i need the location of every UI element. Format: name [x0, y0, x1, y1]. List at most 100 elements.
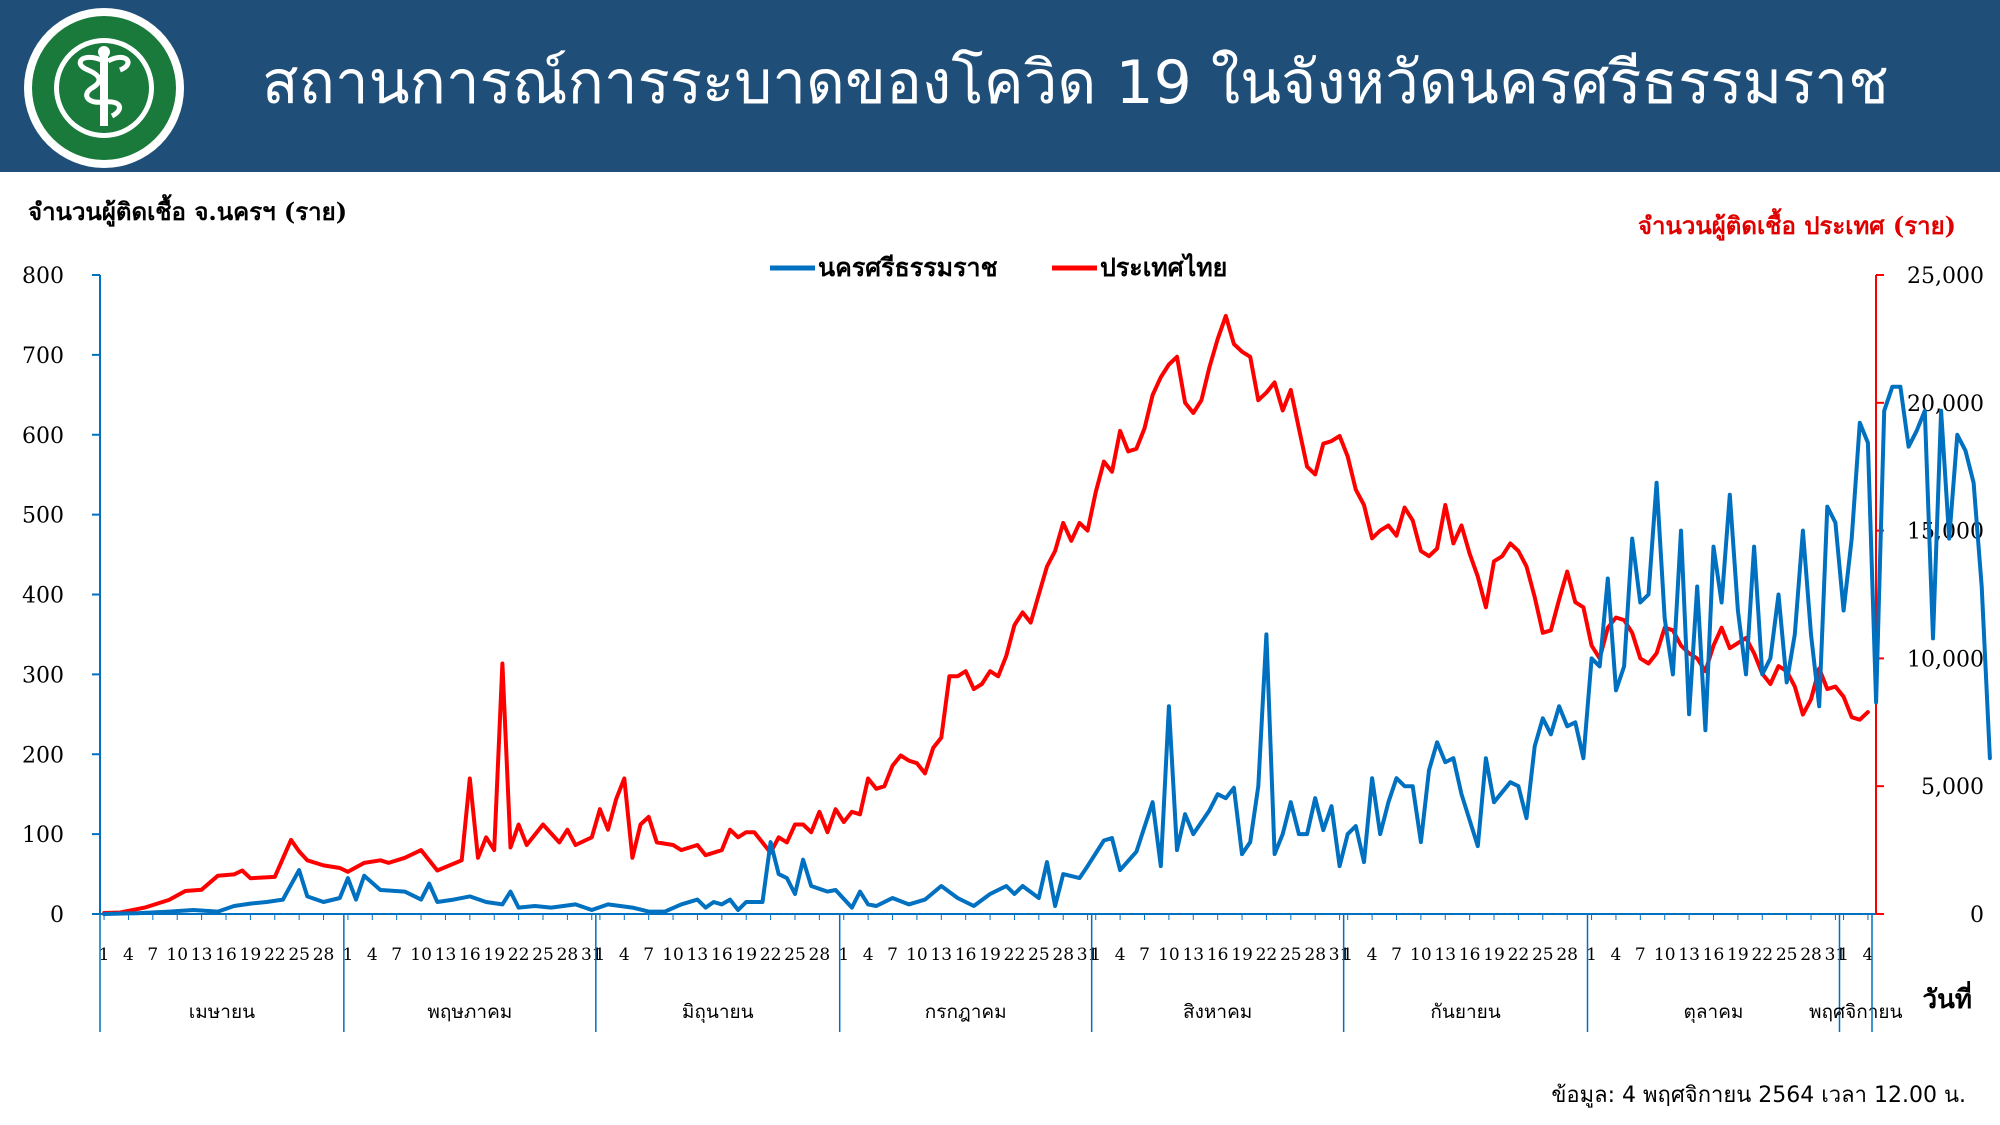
ministry-logo	[24, 8, 184, 168]
x-tick-label: 19	[979, 945, 1001, 965]
month-label: มิถุนายน	[682, 1001, 754, 1024]
x-tick-label: 16	[1459, 945, 1481, 965]
covid-line-chart: จำนวนผู้ติดเชื้อ จ.นครฯ (ราย) จำนวนผู้ติ…	[22, 193, 1992, 1108]
left-tick-label: 600	[22, 424, 64, 449]
x-tick-label: 1	[594, 945, 605, 965]
x-tick-label: 25	[1532, 945, 1554, 965]
x-tick-label: 28	[1556, 945, 1578, 965]
page-title: สถานการณ์การระบาดของโควิด 19 ในจังหวัดนค…	[262, 48, 1889, 118]
x-tick-label: 22	[1256, 945, 1278, 965]
left-tick-label: 100	[22, 823, 64, 848]
x-tick-label: 28	[1304, 945, 1326, 965]
x-tick-label: 22	[508, 945, 530, 965]
x-tick-label: 16	[459, 945, 481, 965]
x-tick-label: 7	[147, 945, 158, 965]
series-line-nakhon	[102, 384, 1992, 916]
x-tick-label: 7	[1139, 945, 1150, 965]
x-tick-label: 16	[1207, 945, 1229, 965]
x-tick-label: 31	[581, 945, 603, 965]
x-tick-label: 1	[1090, 945, 1101, 965]
x-tick-label: 28	[313, 945, 335, 965]
x-tick-label: 7	[643, 945, 654, 965]
x-tick-label: 28	[809, 945, 831, 965]
month-label: พฤษภาคม	[427, 1001, 512, 1023]
x-tick-label: 4	[1611, 945, 1622, 965]
x-tick-label: 19	[1231, 945, 1253, 965]
x-tick-label: 13	[191, 945, 213, 965]
right-tick-label: 0	[1970, 903, 1984, 928]
x-tick-label: 13	[1678, 945, 1700, 965]
x-tick-label: 1	[838, 945, 849, 965]
right-tick-label: 20,000	[1907, 392, 1984, 417]
month-label: กรกฎาคม	[925, 1001, 1007, 1023]
right-tick-label: 25,000	[1907, 264, 1984, 289]
x-tick-label: 7	[1635, 945, 1646, 965]
left-tick-label: 0	[50, 903, 64, 928]
right-axis-title: จำนวนผู้ติดเชื้อ ประเทศ (ราย)	[1638, 207, 1956, 241]
left-axis-title: จำนวนผู้ติดเชื้อ จ.นครฯ (ราย)	[28, 193, 347, 227]
x-tick-label: 25	[532, 945, 554, 965]
x-tick-label: 4	[1367, 945, 1378, 965]
x-tick-label: 19	[735, 945, 757, 965]
x-tick-label: 16	[215, 945, 237, 965]
left-tick-label: 300	[22, 663, 64, 688]
month-label: ตุลาคม	[1684, 1001, 1744, 1024]
legend-label-thailand: ประเทศไทย	[1100, 252, 1227, 282]
x-tick-label: 28	[557, 945, 579, 965]
x-tick-label: 16	[955, 945, 977, 965]
source-note: ข้อมูล: 4 พฤศจิกายน 2564 เวลา 12.00 น.	[1551, 1083, 1966, 1108]
x-tick-label: 13	[1182, 945, 1204, 965]
x-tick-label: 7	[1391, 945, 1402, 965]
x-tick-label: 4	[619, 945, 630, 965]
left-tick-label: 700	[22, 344, 64, 369]
right-tick-label: 15,000	[1907, 520, 1984, 545]
x-tick-label: 1	[99, 945, 110, 965]
x-tick-label: 31	[1077, 945, 1099, 965]
x-axis-title: วันที่	[1922, 980, 1972, 1015]
x-tick-label: 22	[1004, 945, 1026, 965]
left-tick-label: 200	[22, 743, 64, 768]
x-tick-label: 1	[1838, 945, 1849, 965]
month-label: พฤศจิกายน	[1809, 1001, 1903, 1023]
x-tick-label: 25	[784, 945, 806, 965]
x-tick-label: 19	[1727, 945, 1749, 965]
month-label: สิงหาคม	[1183, 1001, 1252, 1023]
month-label: กันยายน	[1430, 1001, 1500, 1023]
left-tick-label: 400	[22, 584, 64, 609]
header-bar: สถานการณ์การระบาดของโควิด 19 ในจังหวัดนค…	[0, 0, 2000, 172]
x-tick-label: 13	[687, 945, 709, 965]
legend-label-nakhon: นครศรีธรรมราช	[818, 253, 998, 282]
x-tick-label: 22	[1751, 945, 1773, 965]
x-tick-label: 7	[887, 945, 898, 965]
x-tick-label: 22	[264, 945, 286, 965]
x-tick-label: 4	[863, 945, 874, 965]
x-tick-label: 1	[1342, 945, 1353, 965]
x-tick-label: 1	[343, 945, 354, 965]
x-tick-label: 16	[711, 945, 733, 965]
x-tick-label: 25	[288, 945, 310, 965]
x-tick-label: 16	[1703, 945, 1725, 965]
x-tick-label: 22	[1508, 945, 1530, 965]
x-tick-label: 22	[760, 945, 782, 965]
x-tick-label: 10	[662, 945, 684, 965]
x-tick-label: 4	[1863, 945, 1874, 965]
x-tick-label: 1	[1586, 945, 1597, 965]
x-tick-label: 28	[1800, 945, 1822, 965]
x-tick-label: 7	[391, 945, 402, 965]
x-tick-label: 10	[1654, 945, 1676, 965]
x-tick-label: 10	[906, 945, 928, 965]
month-label: เมษายน	[189, 1001, 255, 1023]
x-tick-label: 13	[1434, 945, 1456, 965]
right-tick-label: 5,000	[1921, 775, 1984, 800]
x-tick-label: 13	[930, 945, 952, 965]
x-tick-label: 4	[1115, 945, 1126, 965]
x-tick-label: 10	[410, 945, 432, 965]
left-tick-label: 800	[22, 264, 64, 289]
x-tick-label: 28	[1052, 945, 1074, 965]
x-tick-label: 10	[1158, 945, 1180, 965]
x-tick-label: 25	[1776, 945, 1798, 965]
x-tick-label: 13	[435, 945, 457, 965]
x-tick-label: 19	[240, 945, 262, 965]
x-tick-label: 4	[367, 945, 378, 965]
left-tick-label: 500	[22, 504, 64, 529]
